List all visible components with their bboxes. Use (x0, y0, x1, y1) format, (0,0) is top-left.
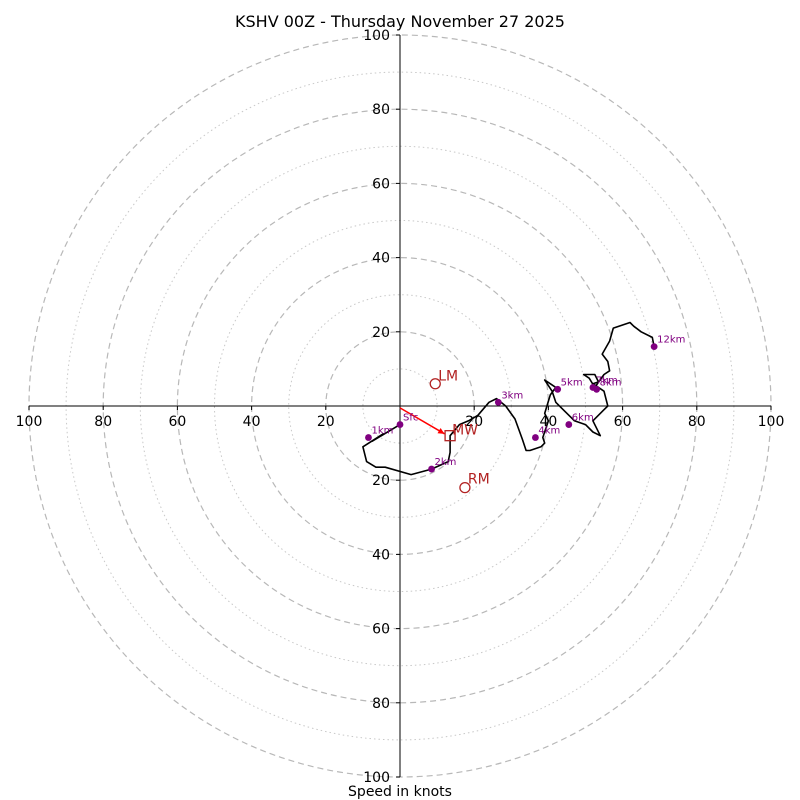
level-marker (554, 385, 562, 393)
y-tick-label: 100 (363, 28, 390, 44)
level-label: 12km (657, 335, 685, 346)
right-mover-label: RM (468, 472, 490, 488)
y-tick-label: 40 (372, 251, 390, 267)
x-tick-label: 80 (688, 414, 706, 430)
x-tick-label: 40 (243, 414, 261, 430)
storm-motion-markers: MW LM RM (429, 369, 490, 494)
level-label: 1km (371, 426, 393, 437)
x-tick-label: 100 (758, 414, 785, 430)
level-label: Sfc (403, 413, 418, 424)
level-marker (396, 421, 404, 428)
y-tick-label: 80 (372, 102, 390, 118)
shear-vector (399, 407, 445, 435)
level-label: 7km (596, 375, 618, 386)
x-tick-label: 100 (16, 414, 43, 430)
shear-vector-arrowhead (437, 428, 445, 434)
x-tick-label: 20 (317, 414, 335, 430)
level-label: 2km (435, 457, 457, 468)
left-mover-label: LM (438, 369, 458, 385)
x-axis-label: Speed in knots (348, 784, 452, 800)
level-label: 5km (561, 377, 583, 388)
level-label: 8km (600, 377, 622, 388)
level-marker (365, 434, 372, 441)
level-label: 6km (572, 413, 594, 424)
x-tick-label: 60 (614, 414, 632, 430)
x-tick-label: 60 (168, 414, 186, 430)
y-tick-label: 60 (372, 176, 390, 192)
y-tick-label: 100 (363, 770, 390, 786)
level-marker (565, 421, 573, 428)
mean-wind-marker (444, 430, 456, 442)
hodograph-trace-layer (362, 321, 655, 476)
level-marker (650, 343, 658, 351)
y-tick-label: 80 (372, 696, 390, 712)
y-tick-label: 20 (372, 325, 390, 341)
level-marker (428, 465, 435, 473)
mean-wind-label: MW (452, 423, 478, 439)
y-tick-label: 40 (372, 547, 390, 563)
level-label: 3km (501, 390, 523, 401)
y-tick-label: 20 (372, 473, 390, 489)
y-tick-label: 60 (372, 622, 390, 638)
x-tick-label: 20 (465, 414, 483, 430)
tick-labels: 100 80 60 40 20 20 40 60 80 100100806040202040608… (16, 28, 785, 786)
right-mover-marker (459, 481, 471, 494)
level-marker (494, 398, 502, 406)
x-tick-label: 80 (94, 414, 112, 430)
level-label: 4km (538, 426, 560, 437)
level-marker (532, 434, 539, 441)
chart-title: KSHV 00Z - Thursday November 27 2025 (235, 12, 565, 31)
axes (29, 35, 771, 777)
hodograph-trace (362, 321, 655, 476)
level-marker (593, 385, 601, 393)
left-mover-marker (429, 378, 441, 390)
